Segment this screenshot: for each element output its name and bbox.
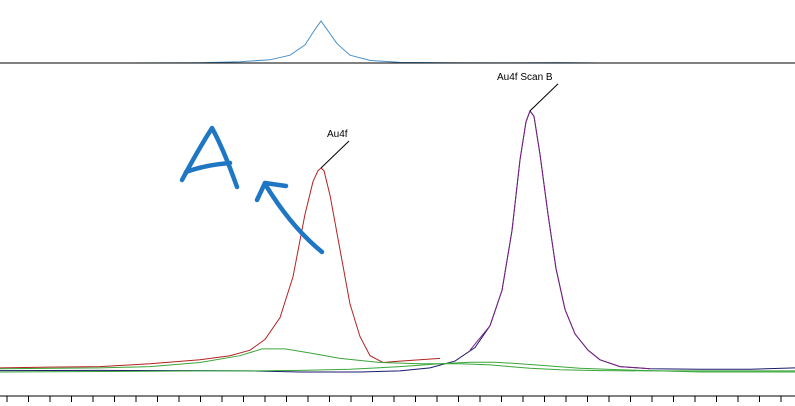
handwritten-arrow-head <box>254 180 289 203</box>
handwritten-annotation: A <box>179 125 325 255</box>
residual-panel <box>0 20 795 64</box>
peak-label-leader-0 <box>320 140 350 169</box>
x-axis-ticks <box>6 396 782 402</box>
series-line-4 <box>0 361 795 373</box>
series-line-3 <box>0 348 795 372</box>
peak-label-0: Au4f <box>327 129 348 140</box>
peak-labels: Au4f Au4f Scan B <box>320 72 559 169</box>
peak-label-1: Au4f Scan B <box>497 72 553 83</box>
series-line-2 <box>469 109 651 370</box>
handwritten-a-stroke <box>179 125 240 190</box>
series-line-1 <box>0 109 795 373</box>
handwritten-a-crossbar <box>183 160 233 175</box>
peak-label-leader-1 <box>529 83 559 112</box>
residual-trace <box>0 20 795 64</box>
series-line-0 <box>0 167 441 369</box>
handwritten-arrow-shaft <box>262 180 325 255</box>
series-layer <box>0 109 795 373</box>
